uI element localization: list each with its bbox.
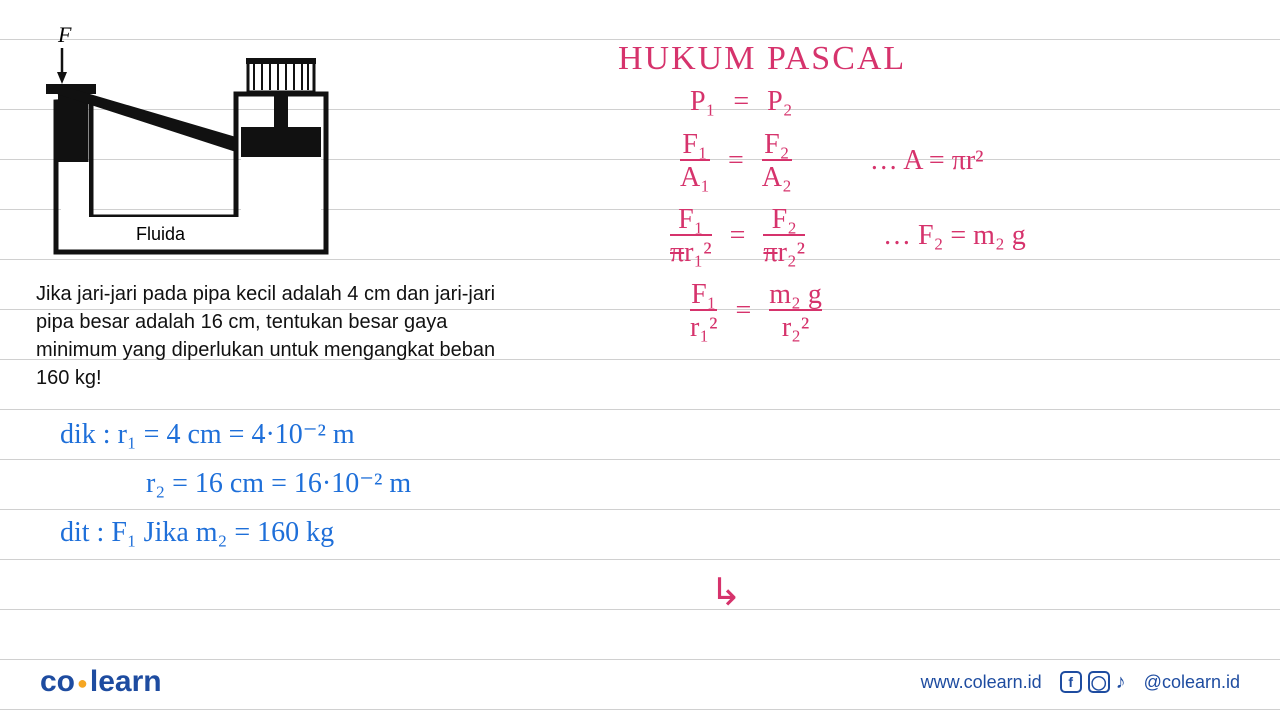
social-icons: f ◯ ♪ xyxy=(1060,671,1126,694)
eq-f-over-a: F₁A₁ = F₂A₂ … A = πr² xyxy=(680,130,1240,193)
given-block: dik : r₁ = 4 cm = 4·10⁻² m r₂ = 16 cm = … xyxy=(60,410,411,557)
facebook-icon: f xyxy=(1060,671,1082,693)
given-line-1: dik : r₁ = 4 cm = 4·10⁻² m xyxy=(60,410,411,459)
instagram-icon: ◯ xyxy=(1088,671,1110,693)
eq-f-over-r2: F₁r₁² = m₂ gr₂² xyxy=(690,280,1240,343)
continuation-arrow-icon: ↳ xyxy=(710,570,742,615)
problem-statement: Jika jari-jari pada pipa kecil adalah 4 … xyxy=(36,280,516,392)
note-f2-formula: … F₂ = m₂ g xyxy=(883,220,1026,252)
eq-f-over-pir2: F₁ πr₁² = F₂ πr₂² … F₂ = m₂ g xyxy=(670,205,1240,268)
eq-p1-p2: P₁ = P₂ xyxy=(690,86,1240,118)
force-label: F xyxy=(57,22,72,47)
footer: co●learn www.colearn.id f ◯ ♪ @colearn.i… xyxy=(0,662,1280,702)
footer-url: www.colearn.id xyxy=(921,672,1042,693)
note-area-formula: … A = πr² xyxy=(870,145,984,177)
hydraulic-diagram: F Fluida xyxy=(36,22,346,272)
given-line-3: dit : F₁ Jika m₂ = 160 kg xyxy=(60,508,411,557)
tiktok-icon: ♪ xyxy=(1116,671,1126,694)
derivation-title: HUKUM PASCAL xyxy=(618,40,1240,78)
footer-handle: @colearn.id xyxy=(1144,672,1240,693)
derivation-block: HUKUM PASCAL P₁ = P₂ F₁A₁ = F₂A₂ … A = π… xyxy=(600,40,1240,354)
fluid-label: Fluida xyxy=(136,224,186,244)
given-line-2: r₂ = 16 cm = 16·10⁻² m xyxy=(60,459,411,508)
brand-logo: co●learn xyxy=(40,665,162,699)
